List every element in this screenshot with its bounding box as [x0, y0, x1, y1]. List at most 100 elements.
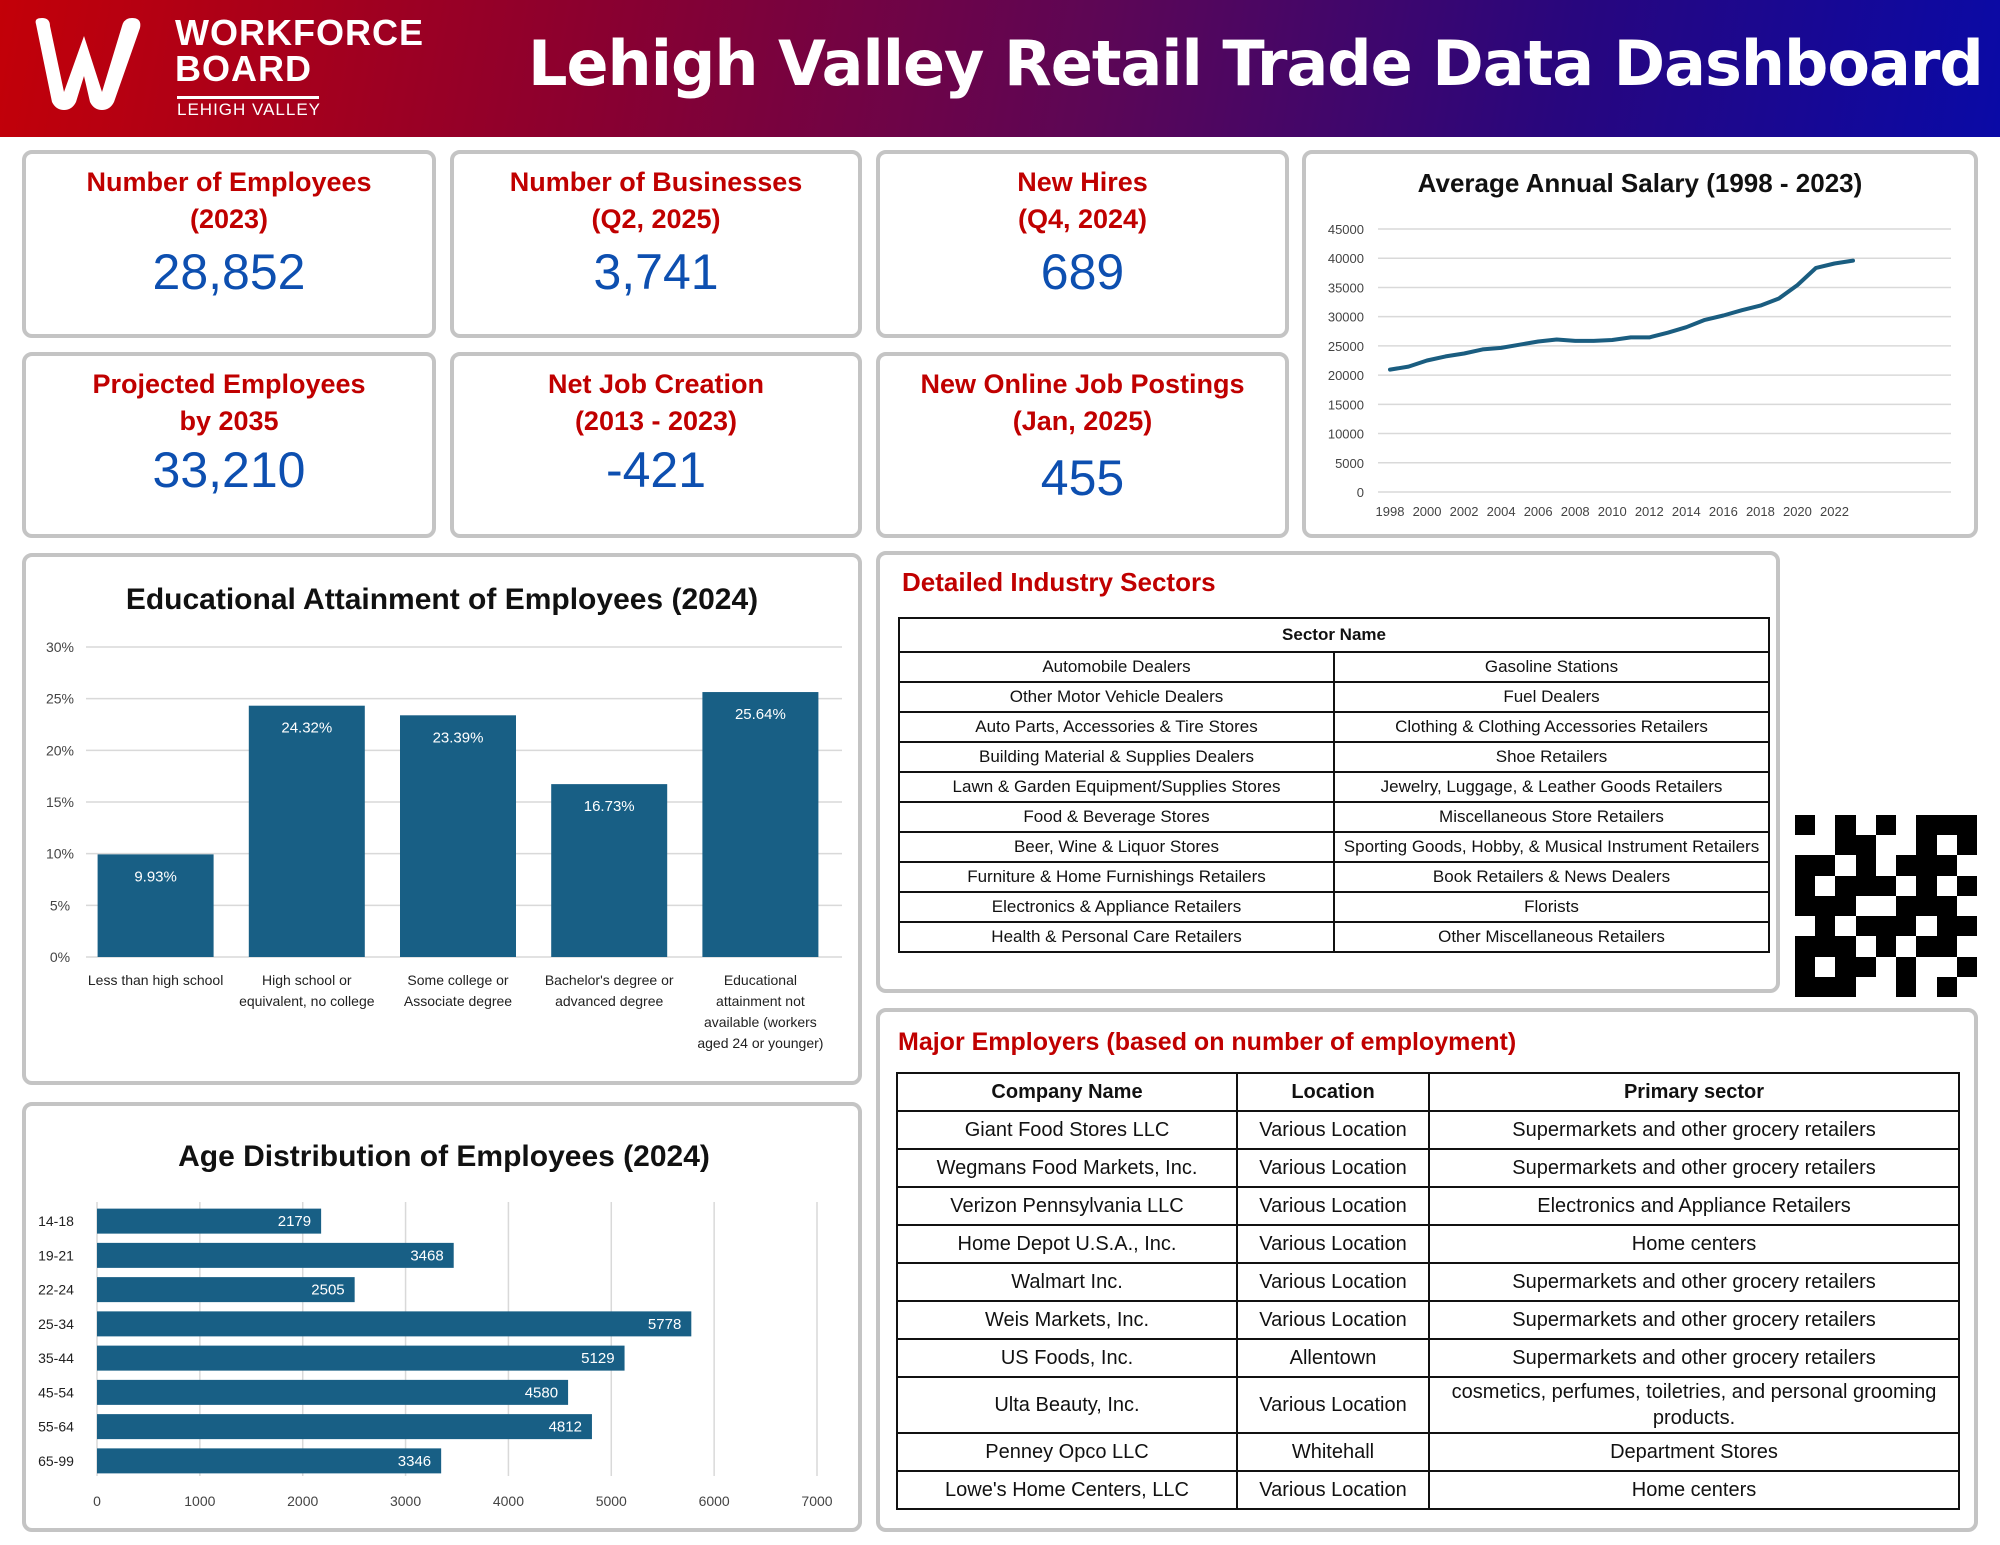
x-tick-label: Less than high school [88, 972, 223, 988]
qr-module [1956, 916, 1977, 937]
x-tick-label: Associate degree [404, 993, 512, 1009]
sector-cell: Sporting Goods, Hobby, & Musical Instrum… [1333, 831, 1770, 863]
qr-module [1875, 916, 1897, 937]
kpi-value: 455 [1040, 450, 1125, 506]
location-cell: Various Location [1236, 1470, 1430, 1510]
data-label: 2179 [278, 1213, 311, 1230]
employers-title: Major Employers (based on number of empl… [898, 1028, 1517, 1056]
sector-row: Automobile Dealers Gasoline Stations [898, 651, 1770, 683]
salary-line [1388, 258, 1855, 372]
x-tick-label: 2004 [1487, 504, 1516, 519]
qr-module [1896, 835, 1916, 855]
company-cell: Lowe's Home Centers, LLC [896, 1470, 1238, 1510]
qr-module [1875, 815, 1897, 836]
column-header-location: Location [1236, 1072, 1430, 1112]
sector-cell: Shoe Retailers [1333, 741, 1770, 773]
qr-module [1916, 835, 1937, 856]
sector-cell: Furniture & Home Furnishings Retailers [898, 861, 1335, 893]
y-tick-label: 5% [50, 897, 70, 913]
qr-module [1815, 876, 1835, 896]
sector-cell: Supermarkets and other grocery retailers [1428, 1300, 1960, 1340]
employer-row: Weis Markets, Inc. Various Location Superm… [896, 1300, 1960, 1340]
sector-cell: Automobile Dealers [898, 651, 1335, 683]
qr-module [1936, 916, 1957, 937]
qr-module [1835, 916, 1855, 936]
x-tick-label: High school or [262, 972, 352, 988]
y-tick-label: 35000 [1328, 280, 1364, 295]
qr-module [1795, 895, 1816, 917]
w-logo-icon [35, 18, 141, 110]
qr-module [1956, 815, 1977, 836]
sectors-title: Detailed Industry Sectors [902, 567, 1216, 597]
y-tick-label: 55-64 [38, 1419, 74, 1435]
bar [97, 1414, 592, 1440]
x-tick-label: attainment not [716, 993, 805, 1009]
employer-row: Giant Food Stores LLC Various Location Sup… [896, 1110, 1960, 1150]
location-cell: Various Location [1236, 1186, 1430, 1226]
company-cell: Home Depot U.S.A., Inc. [896, 1224, 1238, 1264]
data-label: 16.73% [584, 798, 635, 815]
company-cell: Giant Food Stores LLC [896, 1110, 1238, 1150]
data-label: 4580 [525, 1384, 558, 1401]
location-cell: Whitehall [1236, 1432, 1430, 1472]
qr-module [1815, 855, 1836, 876]
qr-module [1795, 936, 1816, 957]
company-cell: Penney Opco LLC [896, 1432, 1238, 1472]
company-cell: Walmart Inc. [896, 1262, 1238, 1302]
data-label: 3468 [410, 1247, 443, 1264]
location-cell: Various Location [1236, 1300, 1430, 1340]
sector-cell: Other Miscellaneous Retailers [1333, 921, 1770, 953]
qr-module [1876, 896, 1896, 916]
data-label: 2505 [311, 1282, 344, 1299]
bar [97, 1242, 454, 1268]
sector-cell: Miscellaneous Store Retailers [1333, 801, 1770, 833]
x-tick-label: 1998 [1376, 504, 1405, 519]
chart-title: Educational Attainment of Employees (202… [126, 583, 758, 616]
y-tick-label: 25-34 [38, 1316, 74, 1332]
x-tick-label: Some college or [407, 972, 509, 988]
location-cell: Various Location [1236, 1262, 1430, 1302]
employer-row: Ulta Beauty, Inc. Various Location cosmeti… [896, 1376, 1960, 1434]
qr-module [1795, 916, 1815, 936]
company-cell: Wegmans Food Markets, Inc. [896, 1148, 1238, 1188]
y-tick-label: 22-24 [38, 1282, 74, 1298]
qr-module [1896, 815, 1916, 835]
qr-module [1937, 957, 1957, 977]
qr-module [1835, 956, 1856, 977]
x-tick-label: 2020 [1783, 504, 1812, 519]
company-cell: Ulta Beauty, Inc. [896, 1376, 1238, 1434]
x-tick-label: 2006 [1524, 504, 1553, 519]
qr-module [1815, 936, 1836, 957]
qr-module [1855, 855, 1876, 876]
bar [248, 705, 365, 957]
qr-module [1876, 835, 1896, 855]
qr-module [1855, 916, 1876, 937]
x-tick-label: 0 [93, 1493, 101, 1509]
x-tick-label: 2002 [1450, 504, 1479, 519]
kpi-value: 33,210 [152, 442, 306, 498]
employer-row: Wegmans Food Markets, Inc. Various Locati… [896, 1148, 1960, 1188]
qr-module [1815, 957, 1835, 977]
qr-code-icon[interactable] [1795, 815, 1977, 997]
qr-module [1876, 957, 1896, 977]
sector-cell: Health & Personal Care Retailers [898, 921, 1335, 953]
data-label: 23.39% [433, 729, 484, 746]
y-tick-label: 35-44 [38, 1350, 74, 1366]
qr-module [1937, 876, 1957, 896]
kpi-card-employees: Number of Employees (2023) 28,852 [22, 150, 436, 338]
data-label: 5778 [648, 1316, 681, 1333]
qr-module [1856, 815, 1876, 835]
employers-panel: Major Employers (based on number of empl… [876, 1008, 1978, 1532]
x-tick-label: 2018 [1746, 504, 1775, 519]
employer-row: Walmart Inc. Various Location Supermarkets… [896, 1262, 1960, 1302]
kpi-card-net-job-creation: Net Job Creation (2013 - 2023) -421 [450, 352, 862, 538]
x-tick-label: 2000 [1413, 504, 1442, 519]
qr-module [1896, 855, 1917, 876]
workforce-board-logo[interactable]: WORKFORCE BOARD LEHIGH VALLEY [22, 14, 452, 124]
sector-row: Beer, Wine & Liquor Stores Sporting Goods… [898, 831, 1770, 863]
sector-cell: Book Retailers & News Dealers [1333, 861, 1770, 893]
data-label: 4812 [549, 1419, 582, 1436]
logo-divider [177, 96, 319, 99]
qr-module [1957, 896, 1977, 916]
sector-cell: Department Stores [1428, 1432, 1960, 1472]
